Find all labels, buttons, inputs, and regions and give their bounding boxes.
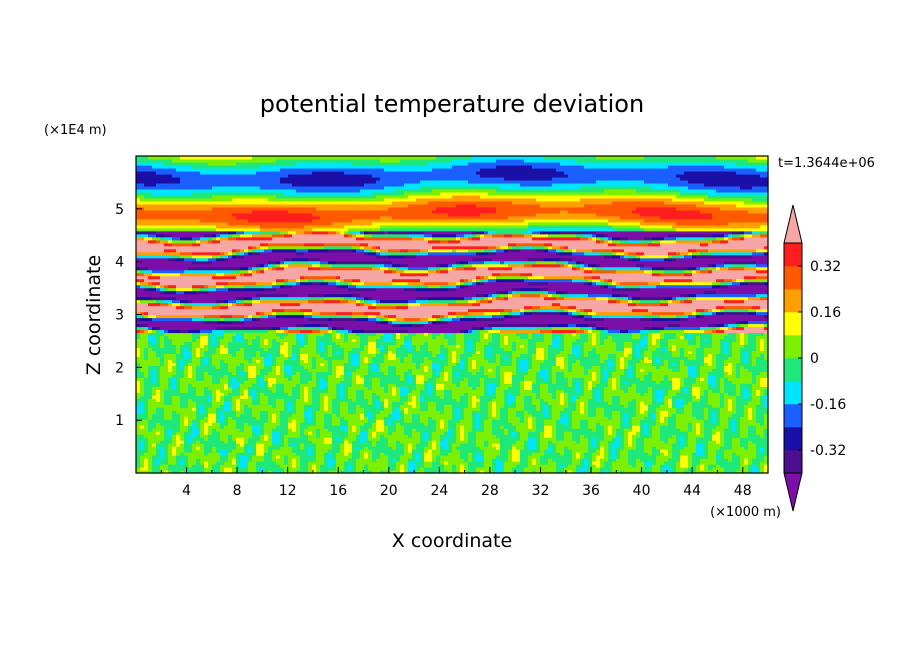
colorbar-segment xyxy=(784,404,802,428)
y-unit-label: (×1E4 m) xyxy=(44,123,107,138)
y-tick-label: 1 xyxy=(115,413,124,429)
y-tick-label: 5 xyxy=(115,202,124,218)
x-tick-label: 48 xyxy=(734,483,752,499)
x-tick-label: 32 xyxy=(532,483,550,499)
colorbar-min-arrow xyxy=(783,472,803,512)
colorbar-segment xyxy=(784,381,802,405)
colorbar-tick-label: -0.16 xyxy=(810,397,846,413)
x-tick-label: 12 xyxy=(279,483,297,499)
colorbar-segment xyxy=(784,289,802,313)
x-tick-label: 44 xyxy=(683,483,701,499)
x-tick-label: 8 xyxy=(233,483,242,499)
colorbar-segment xyxy=(784,243,802,267)
colorbar-max-arrow xyxy=(783,204,803,244)
contour-field xyxy=(136,156,769,474)
colorbar-tick-label: 0 xyxy=(810,351,819,367)
colorbar-segment xyxy=(784,427,802,451)
colorbar-segment xyxy=(784,335,802,359)
x-tick-label: 24 xyxy=(430,483,448,499)
x-tick-label: 20 xyxy=(380,483,398,499)
y-tick-label: 3 xyxy=(115,308,124,324)
x-tick-label: 16 xyxy=(329,483,347,499)
chart-title: potential temperature deviation xyxy=(260,90,644,118)
x-tick-label: 36 xyxy=(582,483,600,499)
colorbar-segment xyxy=(784,450,802,474)
colorbar-tick-label: 0.16 xyxy=(810,305,841,321)
plot-area xyxy=(135,155,769,474)
y-axis-label: Z coordinate xyxy=(83,255,105,375)
x-axis: 4 8 12 16 20 24 28 32 36 40 44 48 xyxy=(160,467,752,499)
x-axis-label: X coordinate xyxy=(392,530,512,552)
colorbar-segment xyxy=(784,266,802,290)
colorbar-segment xyxy=(784,312,802,336)
x-tick-label: 28 xyxy=(481,483,499,499)
y-tick-label: 4 xyxy=(115,255,124,271)
colorbar-tick-label: 0.32 xyxy=(810,259,841,275)
time-label: t=1.3644e+06 xyxy=(778,156,875,171)
colorbar-segment xyxy=(784,358,802,382)
colorbar-tick-label: -0.32 xyxy=(810,443,846,459)
y-tick-label: 2 xyxy=(115,360,124,376)
x-unit-label: (×1000 m) xyxy=(710,505,781,520)
x-tick-label: 4 xyxy=(182,483,191,499)
y-axis: 1 2 3 4 5 xyxy=(115,202,142,429)
x-tick-label: 40 xyxy=(633,483,651,499)
colorbar: 0.32 0.16 0 -0.16 -0.32 xyxy=(783,204,846,512)
